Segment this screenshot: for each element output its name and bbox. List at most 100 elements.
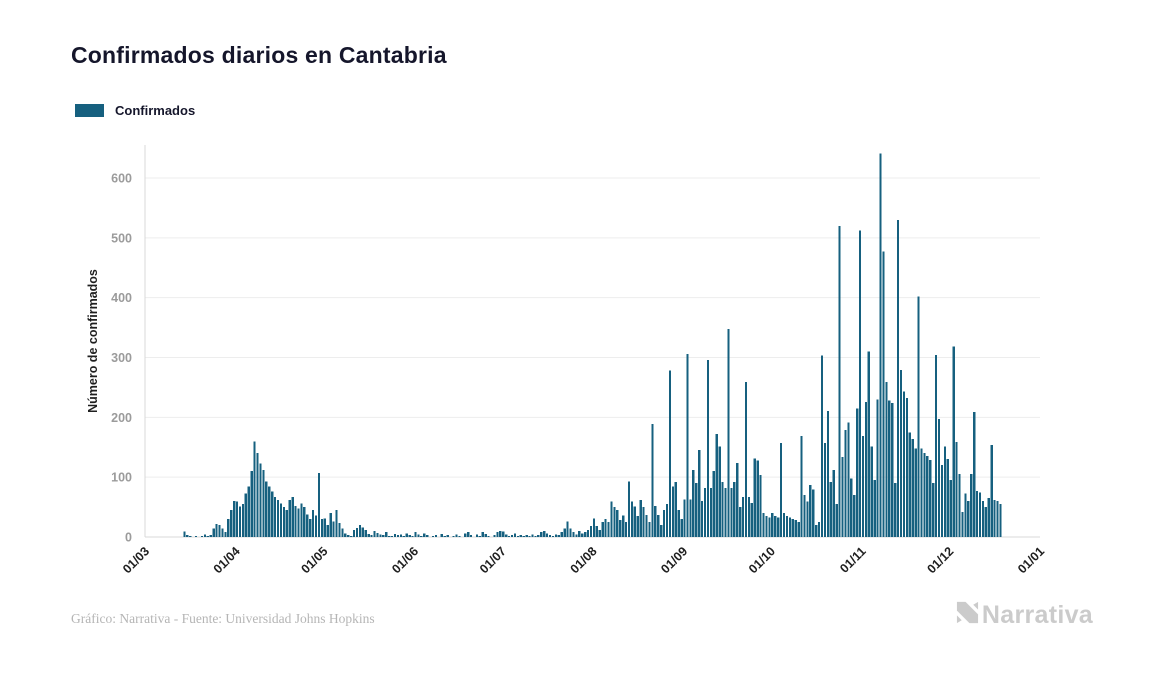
x-tick-label: 01/08 [568,544,600,576]
bar [698,450,701,537]
bar [575,534,578,537]
bar [364,529,367,537]
x-tick-label: 01/12 [924,544,956,576]
bar [990,444,993,537]
bar [212,528,215,537]
bar [797,522,800,537]
bar [978,492,982,537]
bar [399,534,402,537]
bar [961,511,964,537]
bar [771,513,774,537]
bar [563,528,566,537]
bar [636,516,639,537]
bar [660,525,663,537]
bar [355,528,359,537]
bar [724,487,727,537]
bar [736,462,739,537]
bar [633,506,636,537]
bar [853,495,856,537]
bar [589,526,593,537]
bar [282,507,285,537]
bar [496,532,499,537]
bar [271,491,274,537]
bar [970,474,973,537]
bar [408,535,411,537]
bar [233,501,236,537]
bar [259,463,262,537]
bar [695,483,698,537]
bar [864,401,868,537]
bar [367,534,370,537]
bar [414,532,417,537]
bar [794,520,797,537]
bar [338,523,341,537]
bar [279,503,283,537]
bar [768,517,771,537]
bar [540,532,543,537]
bar [569,528,572,537]
bar [502,531,505,537]
bar [586,529,590,537]
bar [958,474,961,537]
bar [244,493,247,537]
bar [203,534,207,537]
bar [888,400,891,537]
bar [873,480,876,537]
bar [493,535,496,537]
bar [484,534,487,537]
bar [782,513,786,537]
bar [867,351,870,537]
bar [762,513,765,537]
bar [443,535,446,537]
bar [373,531,376,537]
legend: Confirmados [75,103,195,118]
bar [844,429,847,537]
bar [940,465,944,537]
bar [882,251,885,537]
bar [967,501,970,537]
bar [975,490,979,537]
bar [785,516,789,537]
bar [896,219,900,537]
bar [487,535,490,537]
bar [996,501,999,537]
bar [572,532,575,537]
bar [467,532,470,537]
bar [815,525,818,537]
bar [674,481,677,537]
bar [654,505,657,537]
bar [619,520,622,537]
bar [388,535,391,537]
bar [829,481,832,537]
bar [522,535,525,537]
bar [721,481,724,537]
bar [402,535,405,537]
bar [352,529,356,537]
bar [557,535,560,537]
bar [838,225,841,537]
bar [592,518,596,537]
y-tick-label: 300 [111,351,132,365]
bar [309,519,312,537]
bar [581,533,584,537]
bar [195,535,198,537]
bar [341,528,344,537]
bar [914,448,917,537]
bar [739,507,742,537]
bar [247,486,250,537]
bar [894,483,897,537]
bar [215,523,218,537]
bar [253,441,256,537]
bar [715,434,718,537]
bar [238,506,242,537]
bar [314,515,318,537]
bar [891,402,894,537]
bar [692,469,695,537]
bar [499,531,502,537]
bar [800,435,803,537]
bar [624,522,628,537]
bar [920,448,923,537]
x-tick-label: 01/05 [299,544,331,576]
bar [312,510,315,537]
y-tick-label: 100 [111,471,132,485]
